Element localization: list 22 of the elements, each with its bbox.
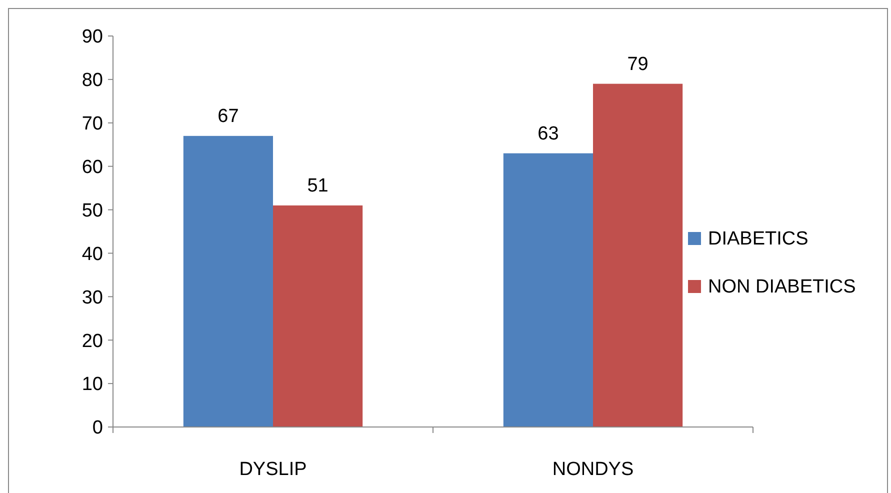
y-tick-label: 70 — [82, 114, 103, 135]
y-tick-label: 0 — [92, 418, 103, 439]
legend-label: NON DIABETICS — [708, 276, 856, 298]
legend-label: DIABETICS — [708, 228, 808, 250]
bar — [593, 84, 683, 427]
x-tick-label: DYSLIP — [239, 459, 307, 480]
y-tick-label: 40 — [82, 244, 103, 265]
data-label: 79 — [627, 54, 648, 75]
y-tick-label: 20 — [82, 330, 103, 352]
bar — [273, 205, 363, 427]
y-tick-label: 60 — [82, 156, 103, 178]
y-tick-label: 90 — [82, 26, 103, 48]
y-tick-label: 80 — [82, 70, 103, 92]
bar — [183, 136, 273, 427]
data-label: 51 — [307, 175, 328, 196]
y-tick-label: 10 — [82, 374, 103, 396]
x-tick-label: NONDYS — [552, 459, 634, 480]
y-tick-label: 30 — [82, 287, 103, 308]
bar — [503, 153, 593, 427]
data-label: 63 — [538, 123, 559, 144]
y-tick-label: 50 — [82, 200, 103, 222]
data-label: 67 — [218, 106, 239, 127]
